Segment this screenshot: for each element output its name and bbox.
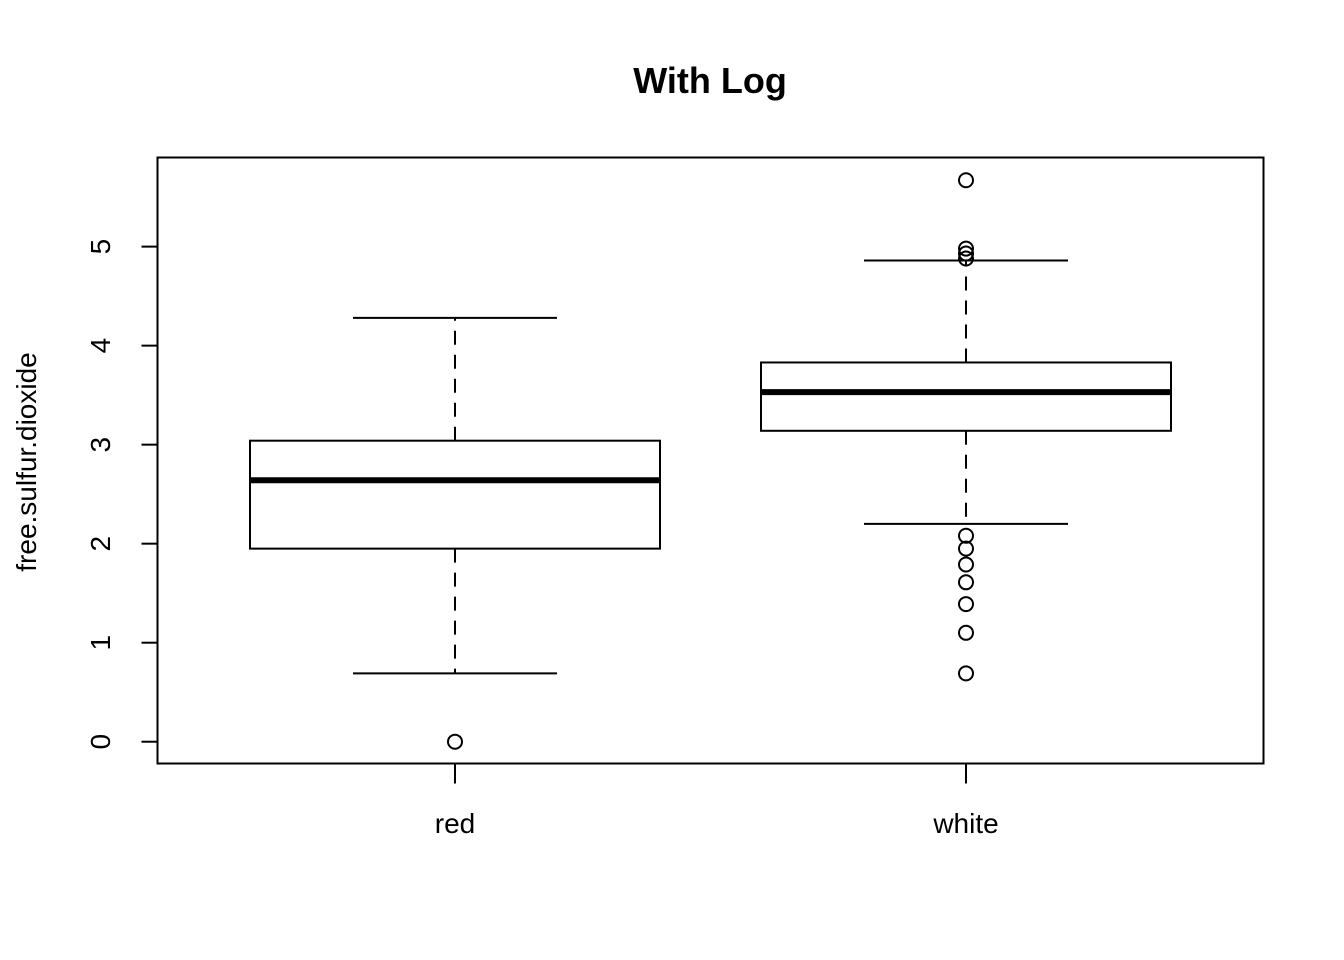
y-axis: 0 1 2 3 4 5 (85, 239, 158, 750)
box-white (760, 172, 1172, 682)
outlier-point (958, 527, 974, 544)
y-tick-label: 3 (85, 437, 116, 453)
y-tick-label: 5 (85, 239, 116, 255)
outlier-point (958, 556, 974, 573)
outlier-point (958, 540, 974, 557)
y-tick-label: 2 (85, 536, 116, 552)
outlier-point (958, 624, 974, 641)
x-tick-label-red: red (435, 808, 475, 839)
outlier-point (958, 665, 974, 682)
plot-frame (156, 156, 1265, 765)
outlier-point (958, 172, 974, 189)
box-red (249, 316, 661, 750)
outlier-point (958, 574, 974, 591)
chart-title: With Log (633, 60, 787, 101)
x-axis: red white (435, 763, 999, 839)
y-tick-label: 0 (85, 734, 116, 750)
boxes-layer (249, 172, 1172, 750)
outlier-point (958, 245, 974, 262)
y-tick-label: 1 (85, 635, 116, 651)
y-tick-label: 4 (85, 338, 116, 354)
x-tick-label-white: white (932, 808, 998, 839)
outlier-point (958, 596, 974, 613)
y-axis-label: free.sulfur.dioxide (11, 352, 42, 571)
interquartile-box (249, 439, 661, 550)
interquartile-box (760, 361, 1172, 432)
outlier-point (958, 240, 974, 257)
outlier-point (958, 250, 974, 267)
outlier-point (447, 733, 463, 750)
